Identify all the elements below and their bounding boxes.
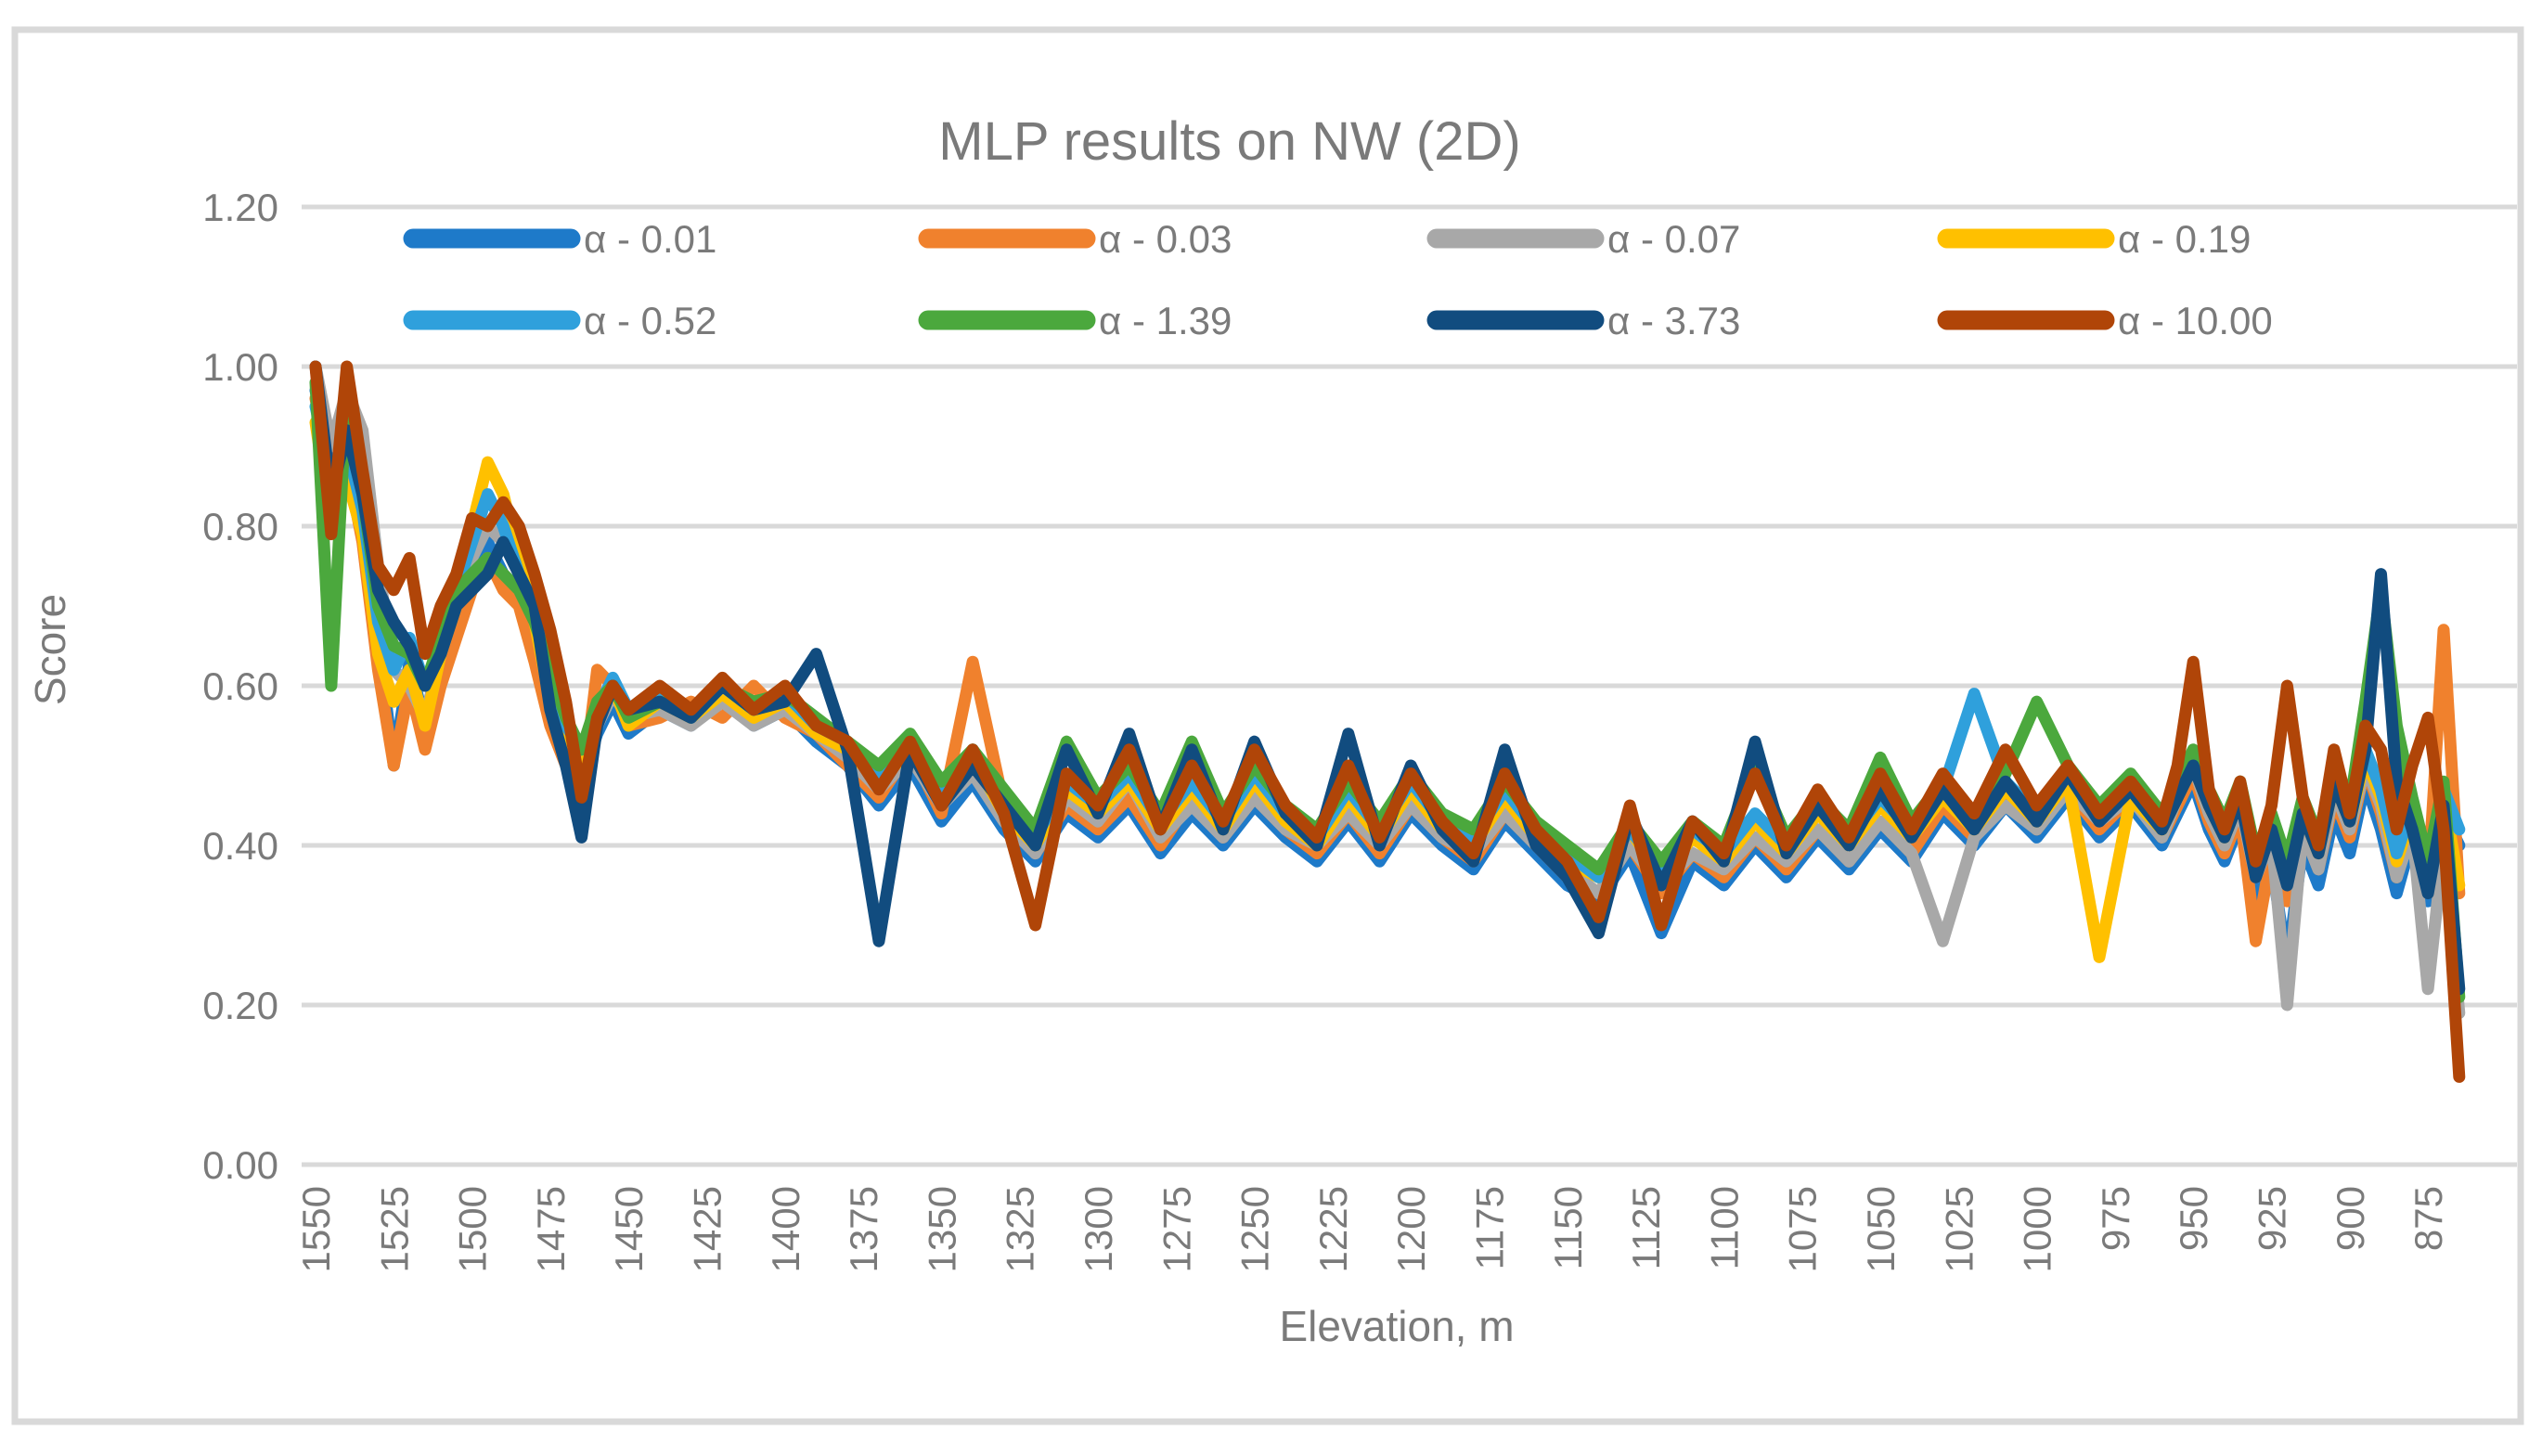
series-line-α - 10.00	[309, 360, 2466, 1083]
x-tick-label: 1550	[294, 1186, 338, 1272]
x-tick-label: 1075	[1781, 1186, 1825, 1272]
x-tick-label: 1100	[1702, 1186, 1746, 1269]
x-tick-label: 1150	[1546, 1186, 1590, 1269]
x-tick-label: 1000	[2016, 1186, 2059, 1272]
legend-label-α - 0.03: α - 0.03	[1099, 217, 1232, 261]
y-axis-tick-labels: 0.00 0.20 0.40 0.60 0.80 1.00 1.20	[202, 186, 278, 1187]
x-tick-label: 1325	[999, 1186, 1042, 1272]
x-axis-tick-labels: 1550 1525 1500 1475 1450 1425 1400 1375 1350 1325…	[294, 1186, 2450, 1272]
x-tick-label: 900	[2329, 1186, 2372, 1251]
legend-label-α - 3.73: α - 3.73	[1607, 299, 1740, 342]
x-tick-label: 1225	[1311, 1186, 1355, 1272]
legend-label-α - 0.19: α - 0.19	[2118, 217, 2251, 261]
legend-label-α - 10.00: α - 10.00	[2118, 299, 2273, 342]
x-tick-label: 1450	[607, 1186, 651, 1272]
y-tick-label: 0.40	[202, 824, 278, 868]
gridlines	[302, 204, 2517, 1167]
x-tick-label: 1400	[764, 1186, 807, 1272]
x-tick-label: 1500	[451, 1186, 495, 1272]
x-tick-label: 1375	[842, 1186, 885, 1272]
y-tick-label: 0.00	[202, 1143, 278, 1187]
x-tick-label: 1300	[1077, 1186, 1120, 1272]
legend-label-α - 0.01: α - 0.01	[584, 217, 716, 261]
x-axis-title: Elevation, m	[1279, 1302, 1514, 1350]
legend-label-α - 0.07: α - 0.07	[1607, 217, 1740, 261]
x-tick-label: 1475	[529, 1186, 573, 1272]
y-tick-label: 1.00	[202, 345, 278, 389]
x-tick-label: 1175	[1468, 1186, 1512, 1269]
legend-label-α - 0.52: α - 0.52	[584, 299, 716, 342]
x-tick-label: 925	[2251, 1186, 2294, 1251]
x-tick-label: 950	[2172, 1186, 2215, 1251]
chart-title: MLP results on NW (2D)	[938, 111, 1520, 172]
x-tick-label: 1050	[1859, 1186, 1903, 1272]
x-tick-label: 1525	[372, 1186, 416, 1272]
legend-label-α - 1.39: α - 1.39	[1099, 299, 1232, 342]
x-tick-label: 1025	[1937, 1186, 1981, 1272]
x-tick-label: 975	[2094, 1186, 2137, 1251]
x-tick-label: 1200	[1389, 1186, 1433, 1272]
y-tick-label: 0.60	[202, 664, 278, 708]
x-tick-label: 1125	[1624, 1186, 1668, 1269]
y-tick-label: 0.80	[202, 505, 278, 548]
x-tick-label: 1250	[1233, 1186, 1277, 1272]
legend: α - 0.01 α - 0.03 α - 0.07 α - 0.19 α - 0.52…	[403, 217, 2273, 342]
y-axis-title: Score	[26, 594, 74, 705]
y-tick-label: 1.20	[202, 186, 278, 229]
x-tick-label: 1350	[920, 1186, 963, 1272]
y-tick-label: 0.20	[202, 984, 278, 1027]
x-tick-label: 875	[2407, 1186, 2450, 1251]
x-tick-label: 1425	[686, 1186, 729, 1272]
series-lines	[309, 360, 2466, 1083]
x-tick-label: 1275	[1155, 1186, 1198, 1272]
